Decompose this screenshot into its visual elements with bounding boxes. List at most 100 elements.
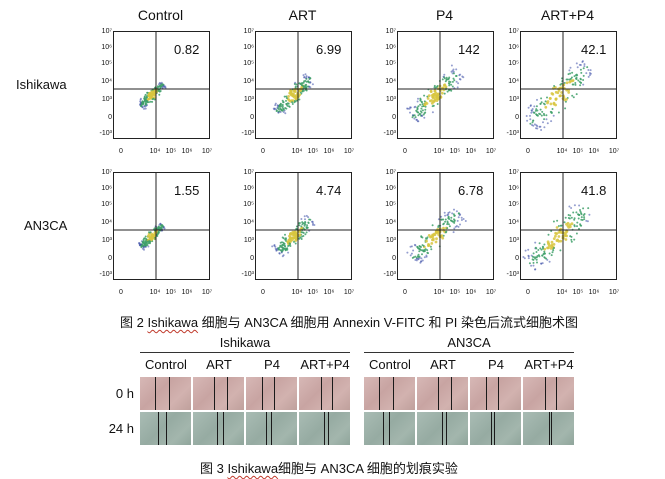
event-dot [529, 118, 532, 121]
event-dot [570, 235, 573, 238]
event-dot [547, 233, 550, 236]
event-dot [583, 63, 586, 66]
event-dot [420, 236, 423, 238]
event-dot [139, 98, 142, 101]
event-dot [305, 83, 308, 86]
event-dot [552, 102, 556, 106]
event-dot [284, 112, 287, 115]
event-dot [287, 98, 291, 102]
event-dot [536, 125, 539, 128]
event-dot [146, 91, 149, 94]
y-axis-ticks: 10⁷ 10⁶ 10⁵ 10⁴ 10³ 0 -10³ [98, 28, 112, 137]
event-dot [294, 237, 298, 241]
event-dot [416, 106, 419, 109]
event-dot [300, 218, 303, 220]
event-dot [582, 67, 585, 70]
event-dot [440, 218, 443, 221]
scratch-edge-line [389, 412, 390, 445]
event-dot [589, 72, 592, 75]
scratch-edge-line [549, 412, 551, 445]
x-tick-label: 0 [526, 289, 530, 296]
y-tick-label: -10³ [241, 271, 254, 278]
event-dot [142, 241, 145, 244]
x-tick-label: 10⁶ [588, 289, 600, 296]
event-dot [429, 89, 433, 93]
event-dot [529, 114, 531, 117]
y-tick-label: 10⁵ [385, 201, 396, 208]
event-dot [448, 218, 451, 220]
event-dot [444, 220, 447, 223]
event-dot [143, 244, 146, 247]
event-dot [309, 77, 312, 80]
flow-plot-1-1: 4.74 [255, 172, 352, 280]
y-tick-label: 10⁵ [508, 60, 519, 67]
event-dot [451, 212, 454, 215]
y-tick-label: 10⁷ [508, 28, 519, 35]
event-dot [294, 81, 297, 84]
event-dot [448, 76, 451, 79]
event-dot [540, 101, 543, 104]
scratch-edge-line [327, 412, 329, 445]
event-dot [441, 78, 444, 81]
event-dot [546, 101, 549, 105]
event-dot [162, 85, 165, 88]
event-dot [305, 227, 308, 230]
event-dot [158, 81, 161, 84]
event-dot [431, 111, 434, 114]
event-dot [440, 91, 444, 95]
event-dot [411, 256, 414, 259]
event-dot [436, 97, 439, 100]
scratch-image [193, 412, 244, 445]
y-tick-label: -10³ [506, 271, 519, 278]
event-dot [455, 210, 458, 213]
event-dot [284, 233, 286, 236]
event-dot [144, 101, 147, 104]
event-dot [434, 240, 438, 244]
y-tick-label: 0 [515, 255, 519, 262]
event-dot [423, 100, 426, 103]
scratch-edge-line [493, 412, 495, 445]
scatter-density [521, 32, 616, 138]
event-dot [579, 210, 582, 213]
event-dot [445, 78, 448, 81]
x-axis-ticks: 0 10⁴ 10⁵ 10⁶ 10⁷ [113, 148, 213, 158]
event-dot [574, 82, 577, 84]
event-dot [582, 83, 585, 86]
event-dot [532, 252, 535, 255]
x-tick-label: 10⁵ [449, 289, 461, 296]
event-dot [530, 109, 533, 112]
x-tick-label: 10⁷ [608, 148, 620, 155]
x-axis-ticks: 0 10⁴ 10⁵ 10⁶ 10⁷ [520, 148, 620, 158]
figure-2-caption-label: 图 2 [120, 315, 144, 330]
event-dot [567, 214, 570, 216]
scratch-edge-line [270, 412, 272, 445]
x-tick-label: 10⁵ [307, 289, 319, 296]
x-tick-label: 10⁴ [556, 148, 568, 155]
event-dot [531, 121, 534, 124]
event-dot [305, 231, 308, 234]
event-dot [283, 95, 286, 98]
event-dot [548, 244, 551, 248]
event-dot [279, 111, 282, 113]
event-dot [570, 240, 573, 243]
scratch-image [246, 377, 297, 410]
event-dot [451, 80, 454, 83]
event-dot [273, 244, 276, 246]
event-dot [539, 125, 542, 128]
y-tick-label: -10³ [383, 271, 396, 278]
event-dot [582, 74, 585, 77]
scratch-edge-line [379, 377, 380, 410]
scatter-density [256, 173, 351, 279]
event-dot [298, 230, 302, 234]
x-tick-label: 10⁵ [572, 289, 584, 296]
event-dot [587, 69, 590, 71]
x-tick-label: 10⁶ [181, 148, 193, 155]
flow-plot-0-1: 6.99 [255, 31, 352, 139]
event-dot [298, 224, 301, 227]
event-dot [453, 221, 456, 224]
scratch-edge-line [158, 412, 159, 445]
event-dot [141, 101, 144, 104]
event-dot [424, 105, 427, 108]
event-dot [282, 244, 285, 247]
event-dot [578, 214, 581, 217]
